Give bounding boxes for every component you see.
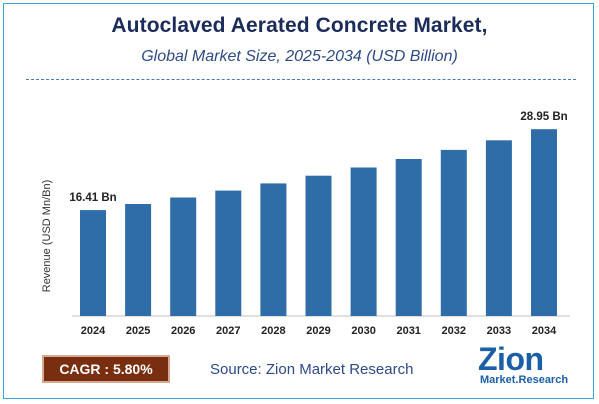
x-tick-label: 2031 bbox=[396, 325, 420, 337]
source-text: Source: Zion Market Research bbox=[210, 361, 414, 378]
data-label: 16.41 Bn bbox=[69, 192, 116, 204]
cagr-badge: CAGR : 5.80% bbox=[42, 355, 170, 383]
bar-2025 bbox=[125, 204, 152, 316]
bar-2027 bbox=[215, 190, 242, 316]
x-tick-label: 2028 bbox=[261, 325, 285, 337]
x-tick-label: 2032 bbox=[442, 325, 466, 337]
bar-2026 bbox=[170, 197, 197, 316]
x-tick-label: 2033 bbox=[487, 325, 511, 337]
bar-2034 bbox=[531, 129, 557, 316]
x-tick-label: 2030 bbox=[351, 325, 375, 337]
title-divider bbox=[26, 79, 576, 80]
bar-2028 bbox=[260, 183, 287, 316]
bar-2033 bbox=[485, 140, 512, 316]
bars-group bbox=[80, 129, 557, 316]
chart-subtitle: Global Market Size, 2025-2034 (USD Billi… bbox=[141, 48, 458, 65]
chart-title: Autoclaved Aerated Concrete Market, bbox=[111, 14, 488, 37]
x-tick-label: 2024 bbox=[81, 325, 106, 337]
x-tick-label: 2027 bbox=[216, 325, 240, 337]
x-tick-label: 2026 bbox=[171, 325, 195, 337]
logo-sub-text: Market.Research bbox=[480, 374, 569, 386]
x-tick-label: 2029 bbox=[306, 325, 330, 337]
data-labels: 16.41 Bn 28.95 Bn bbox=[69, 111, 567, 204]
x-tick-label: 2025 bbox=[126, 325, 150, 337]
bar-2031 bbox=[395, 159, 422, 316]
data-label: 28.95 Bn bbox=[520, 111, 567, 123]
y-axis-label: Revenue (USD Mn/Bn) bbox=[41, 180, 53, 293]
bar-2030 bbox=[350, 167, 377, 316]
bar-2029 bbox=[305, 175, 332, 316]
bar-2024 bbox=[80, 210, 106, 316]
bar-2032 bbox=[440, 149, 467, 316]
x-tick-label: 2034 bbox=[532, 325, 557, 337]
logo-main-text: Zion bbox=[478, 341, 544, 377]
x-tick-labels: 2024 2025 2026 2027 2028 2029 2030 2031 2032 2033… bbox=[81, 325, 557, 337]
zion-logo: Zion Market.Research bbox=[470, 343, 582, 391]
